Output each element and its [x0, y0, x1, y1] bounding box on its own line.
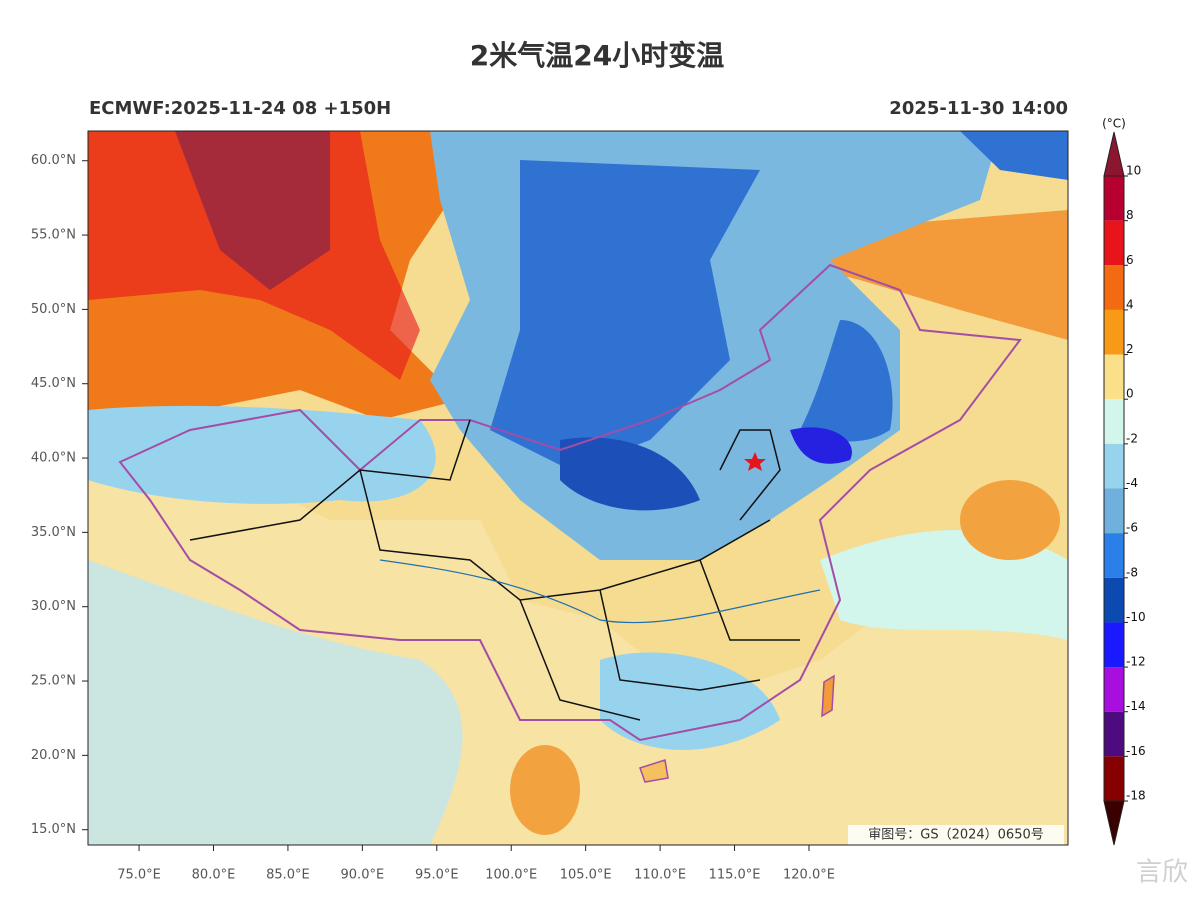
- island: [821, 674, 835, 718]
- y-tick-label: 15.0°N: [31, 822, 76, 837]
- x-tick-label: 95.0°E: [415, 868, 459, 883]
- field-colder: [960, 131, 1068, 180]
- field-colder: [800, 320, 893, 442]
- y-tick-label: 40.0°N: [31, 451, 76, 466]
- x-tick-label: 80.0°E: [192, 868, 236, 883]
- y-tick-label: 45.0°N: [31, 376, 76, 391]
- colorbar-band: [1104, 756, 1124, 801]
- colorbar-label: -14: [1126, 699, 1146, 713]
- colorbar-band: [1104, 220, 1124, 266]
- province-border: [189, 419, 800, 721]
- x-tick-label: 120.0°E: [783, 868, 835, 883]
- field-coldest: [790, 427, 852, 464]
- watermark: 言欣: [1136, 858, 1188, 888]
- map-field: 审图号：GS（2024）0650号: [88, 131, 1068, 845]
- field-cool: [88, 560, 463, 845]
- title: 2米气温24小时变温: [470, 39, 724, 72]
- colorbar-label: 6: [1126, 253, 1134, 267]
- y-tick-label: 30.0°N: [31, 599, 76, 614]
- colorbar-label: -10: [1126, 610, 1146, 624]
- colorbar-band: [1104, 711, 1124, 757]
- map-approval: 审图号：GS（2024）0650号: [868, 828, 1044, 843]
- colorbar-label: 8: [1126, 208, 1134, 222]
- model-run: ECMWF:2025-11-24 08 +150H: [89, 98, 391, 119]
- colorbar-band: [1104, 488, 1124, 534]
- colorbar-label: -8: [1126, 565, 1138, 579]
- y-tick-label: 60.0°N: [31, 153, 76, 168]
- colorbar-label: -6: [1126, 521, 1138, 535]
- colorbar-band: [1104, 354, 1124, 400]
- valid-time: 2025-11-30 14:00: [889, 98, 1068, 119]
- field-warm: [960, 480, 1060, 560]
- field-colder: [490, 160, 760, 470]
- colorbar-label: 10: [1126, 164, 1141, 178]
- y-tick-label: 35.0°N: [31, 525, 76, 540]
- field-cool: [88, 405, 436, 504]
- x-tick-label: 115.0°E: [709, 868, 761, 883]
- colorbar-band: [1104, 399, 1124, 444]
- x-tick-label: 100.0°E: [485, 868, 537, 883]
- axes: 75.0°E 80.0°E 85.0°E 90.0°E 95.0°E 100.0°E 105…: [31, 153, 835, 882]
- colorbar-extend: [1103, 800, 1125, 846]
- colorbar-extend: [1103, 131, 1125, 177]
- colorbar-label: 4: [1126, 297, 1134, 311]
- approval-box: [848, 825, 1064, 845]
- colorbar-band: [1104, 533, 1124, 578]
- colorbar-band: [1104, 443, 1124, 489]
- colorbar-band: [1104, 265, 1124, 310]
- field-coldest: [560, 437, 700, 511]
- colorbar-band: [1104, 309, 1124, 355]
- river: [379, 559, 821, 624]
- map-frame: [87, 130, 1069, 846]
- colorbar: 10 8 6 4 2 0 -2 -4 -6 -8 -10 -12 -14 -16 -18: [1103, 131, 1146, 846]
- y-tick-label: 20.0°N: [31, 748, 76, 763]
- y-tick-label: 50.0°N: [31, 302, 76, 317]
- colorbar-band: [1104, 622, 1124, 668]
- field-cool: [600, 652, 780, 750]
- colorbar-label: -12: [1126, 655, 1146, 669]
- colorbar-label: -2: [1126, 431, 1138, 445]
- x-tick-label: 90.0°E: [341, 868, 385, 883]
- x-tick-label: 75.0°E: [117, 868, 161, 883]
- colorbar-label: 2: [1126, 342, 1134, 356]
- colorbar-label: -18: [1126, 789, 1146, 803]
- y-tick-label: 25.0°N: [31, 674, 76, 689]
- field-hot: [175, 131, 330, 290]
- island: [639, 759, 669, 783]
- colorbar-label: -4: [1126, 476, 1138, 490]
- x-tick-label: 110.0°E: [634, 868, 686, 883]
- colorbar-band: [1104, 176, 1124, 221]
- x-tick-label: 105.0°E: [560, 868, 612, 883]
- colorbar-band: [1104, 577, 1124, 623]
- x-tick-label: 85.0°E: [266, 868, 310, 883]
- colorbar-band: [1104, 667, 1124, 712]
- y-tick-label: 55.0°N: [31, 228, 76, 243]
- colorbar-label: 0: [1126, 387, 1134, 401]
- colorbar-label: -16: [1126, 744, 1146, 758]
- colorbar-unit: (°C): [1102, 117, 1126, 131]
- capital-star: [744, 452, 766, 471]
- field-warm: [510, 745, 580, 835]
